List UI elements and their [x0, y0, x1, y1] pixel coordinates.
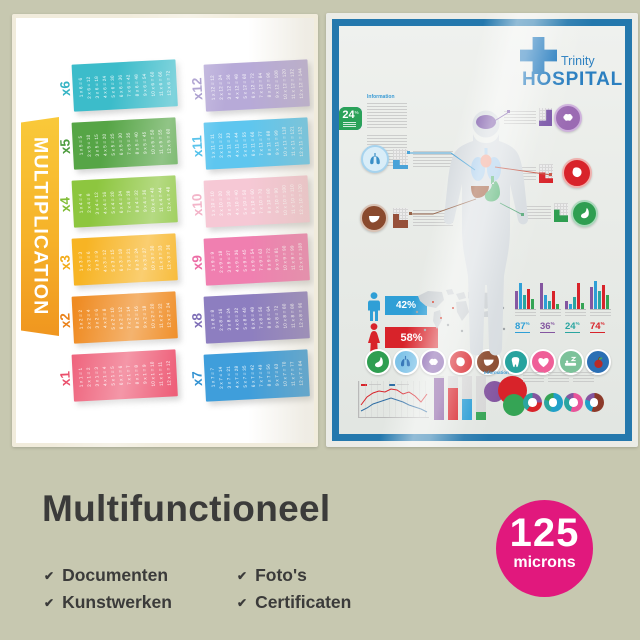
multiplication-fact: 12 x 1 = 12 [165, 360, 172, 386]
check-icon: ✔ [44, 595, 55, 610]
table-label: x7 [189, 370, 206, 387]
table-bar: 1 x 6 = 6 2 x 6 = 12 3 x 6 = 18 4 x 6 = … [71, 59, 178, 112]
table-label: x12 [189, 76, 206, 101]
table-bar: 1 x 1 = 1 2 x 1 = 2 3 x 1 = 3 4 x 1 = 4 … [71, 349, 178, 402]
table-bar: 1 x 11 = 11 2 x 11 = 22 3 x 11 = 33 4 x … [203, 117, 310, 170]
table-label: x5 [57, 138, 74, 155]
multiplication-table: x8 1 x 8 = 8 2 x 8 = 16 3 x 8 = 24 4 x 8… [189, 291, 314, 356]
feature-label: Documenten [62, 565, 169, 585]
multiplication-table: x9 1 x 9 = 9 2 x 9 = 18 3 x 9 = 27 4 x 9… [189, 233, 314, 298]
table-label: x4 [57, 196, 74, 213]
table-label: x11 [189, 135, 206, 158]
multiplication-tables-grid: x6 1 x 6 = 6 2 x 6 = 12 3 x 6 = 18 4 x 6… [57, 59, 314, 410]
headline: Multifunctioneel [42, 488, 331, 529]
table-label: x3 [57, 254, 74, 271]
table-bar: 1 x 10 = 10 2 x 10 = 20 3 x 10 = 30 4 x … [203, 175, 310, 228]
multiplication-table: x11 1 x 11 = 11 2 x 11 = 22 3 x 11 = 33 … [189, 117, 314, 182]
multiplication-fact: 12 x 10 = 120 [297, 183, 304, 215]
multiplication-table: x5 1 x 5 = 5 2 x 5 = 10 3 x 5 = 15 4 x 5… [57, 117, 192, 182]
multiplication-fact: 12 x 5 = 60 [165, 128, 172, 154]
table-bar: 1 x 3 = 3 2 x 3 = 6 3 x 3 = 9 4 x 3 = 12… [71, 233, 178, 286]
feature-item: ✔ Kunstwerken [44, 589, 172, 616]
table-label: x2 [57, 312, 74, 329]
hospital-poster-content: Trinity HOSPITAL Information 87% 36% 24% [339, 26, 625, 434]
multiplication-table: x1 1 x 1 = 1 2 x 1 = 2 3 x 1 = 3 4 x 1 =… [57, 349, 192, 414]
multiplication-fact: 12 x 9 = 108 [297, 243, 304, 272]
multiplication-table: x3 1 x 3 = 3 2 x 3 = 6 3 x 3 = 9 4 x 3 =… [57, 233, 192, 298]
multiplication-table: x4 1 x 4 = 4 2 x 4 = 8 3 x 4 = 12 4 x 4 … [57, 175, 192, 240]
thickness-value: 125 [509, 511, 580, 555]
multiplication-title-ribbon: MULTIPLICATION [21, 117, 59, 336]
feature-label: Certificaten [255, 592, 352, 612]
multiplication-table: x7 1 x 7 = 7 2 x 7 = 14 3 x 7 = 21 4 x 7… [189, 349, 314, 414]
multiplication-fact: 12 x 12 = 144 [297, 67, 304, 99]
table-bar: 1 x 9 = 9 2 x 9 = 18 3 x 9 = 27 4 x 9 = … [203, 233, 310, 286]
laminated-hospital-poster: Trinity HOSPITAL Information 87% 36% 24% [326, 13, 638, 447]
multiplication-table: x2 1 x 2 = 2 2 x 2 = 4 3 x 2 = 6 4 x 2 =… [57, 291, 192, 356]
multiplication-table: x6 1 x 6 = 6 2 x 6 = 12 3 x 6 = 18 4 x 6… [57, 59, 192, 124]
table-label: x6 [57, 80, 74, 97]
check-icon: ✔ [237, 595, 248, 610]
multiplication-fact: 12 x 8 = 96 [297, 302, 304, 328]
thickness-unit: microns [513, 554, 576, 571]
multiplication-table: x12 1 x 12 = 12 2 x 12 = 24 3 x 12 = 36 … [189, 59, 314, 124]
table-label: x8 [189, 312, 206, 329]
table-label: x9 [189, 254, 206, 271]
multiplication-fact: 12 x 2 = 24 [165, 302, 172, 328]
table-bar: 1 x 8 = 8 2 x 8 = 16 3 x 8 = 24 4 x 8 = … [203, 291, 310, 344]
table-bar: 1 x 4 = 4 2 x 4 = 8 3 x 4 = 12 4 x 4 = 1… [71, 175, 178, 228]
callout-lines [407, 110, 552, 216]
check-icon: ✔ [237, 568, 248, 583]
multiplication-poster-sheet: MULTIPLICATION x6 1 x 6 = 6 2 x 6 = 12 3… [16, 18, 314, 443]
feature-list-left: ✔ Documenten ✔ Kunstwerken [44, 562, 172, 616]
feature-list-right: ✔ Foto's ✔ Certificaten [237, 562, 351, 616]
multiplication-fact: 12 x 7 = 84 [297, 360, 304, 386]
multiplication-fact: 12 x 4 = 48 [165, 186, 172, 212]
multiplication-fact: 12 x 3 = 36 [165, 244, 172, 270]
laminated-multiplication-poster: MULTIPLICATION x6 1 x 6 = 6 2 x 6 = 12 3… [12, 14, 318, 447]
thickness-badge: 125 microns [496, 500, 593, 597]
feature-label: Kunstwerken [62, 592, 172, 612]
feature-item: ✔ Certificaten [237, 589, 351, 616]
feature-label: Foto's [255, 565, 307, 585]
feature-item: ✔ Documenten [44, 562, 172, 589]
table-label: x10 [189, 192, 206, 217]
check-icon: ✔ [44, 568, 55, 583]
feature-item: ✔ Foto's [237, 562, 351, 589]
table-bar: 1 x 5 = 5 2 x 5 = 10 3 x 5 = 15 4 x 5 = … [71, 117, 178, 170]
multiplication-table: x10 1 x 10 = 10 2 x 10 = 20 3 x 10 = 30 … [189, 175, 314, 240]
table-bar: 1 x 2 = 2 2 x 2 = 4 3 x 2 = 6 4 x 2 = 8 … [71, 291, 178, 344]
table-label: x1 [57, 370, 74, 387]
multiplication-fact: 12 x 11 = 132 [297, 125, 304, 157]
table-bar: 1 x 7 = 7 2 x 7 = 14 3 x 7 = 21 4 x 7 = … [203, 349, 310, 402]
poster-title: MULTIPLICATION [29, 137, 52, 316]
table-bar: 1 x 12 = 12 2 x 12 = 24 3 x 12 = 36 4 x … [203, 59, 310, 112]
multiplication-fact: 12 x 6 = 72 [165, 70, 172, 96]
